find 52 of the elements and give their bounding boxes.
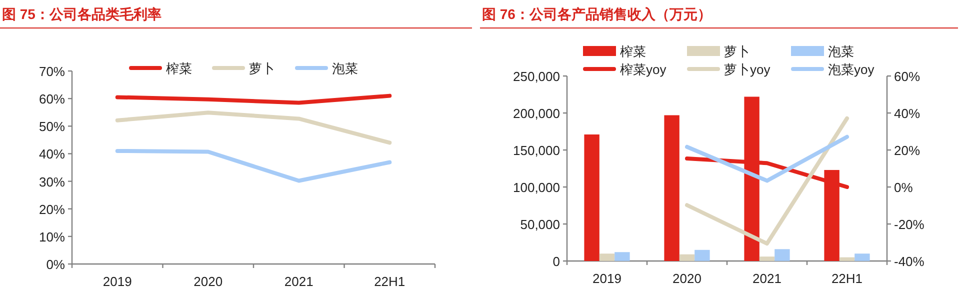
bar: [759, 256, 775, 261]
x-tick-label: 2021: [284, 274, 314, 289]
x-tick-label: 2019: [592, 271, 622, 286]
line-series: [115, 110, 392, 145]
bar: [584, 134, 600, 261]
y-tick-label: 60%: [38, 92, 66, 107]
y-tick-label: 40%: [38, 146, 66, 162]
legend-label: 泡菜yoy: [828, 62, 875, 77]
bar: [664, 115, 680, 261]
legend-label: 萝卜: [724, 44, 750, 59]
y-tick-label: 0%: [46, 257, 66, 272]
legend-label: 泡菜: [332, 61, 358, 76]
legend-label: 榨菜: [166, 61, 192, 76]
y2-tick-label: 20%: [894, 143, 920, 158]
line-series: [115, 94, 392, 105]
y-tick-label: 10%: [38, 229, 66, 244]
x-tick-label: 22H1: [374, 274, 406, 289]
y2-tick-label: -20%: [894, 217, 925, 232]
legend-label: 泡菜: [828, 44, 854, 59]
y-tick-label: 0: [552, 254, 560, 269]
legend-label: 榨菜yoy: [620, 62, 667, 77]
bar: [679, 254, 695, 261]
y-tick-label: 30%: [38, 174, 66, 190]
y-tick-label: 50,000: [520, 217, 560, 232]
y-tick-label: 70%: [38, 64, 66, 79]
y-tick-label: 250,000: [513, 69, 560, 84]
bar: [839, 257, 855, 261]
chart-title: 图 76：公司各产品销售收入（万元）: [482, 6, 712, 22]
y2-tick-label: 0%: [894, 180, 914, 195]
y-tick-label: 200,000: [513, 106, 560, 121]
y-tick-label: 150,000: [513, 143, 560, 158]
bar: [694, 250, 710, 261]
line-series: [115, 148, 392, 183]
y-tick-label: 20%: [38, 202, 66, 217]
y2-tick-label: 60%: [894, 69, 920, 84]
legend-label: 萝卜: [249, 61, 275, 76]
x-tick-label: 2019: [102, 274, 132, 289]
y2-tick-label: -40%: [894, 254, 925, 269]
y2-tick-label: 40%: [894, 106, 920, 121]
bar: [774, 249, 790, 261]
chart-title: 图 75：公司各品类毛利率: [2, 6, 162, 22]
y-tick-label: 100,000: [513, 180, 560, 195]
x-tick-label: 2020: [672, 271, 702, 286]
legend-label: 榨菜: [620, 44, 646, 59]
x-tick-label: 22H1: [831, 271, 863, 286]
x-tick-label: 2021: [752, 271, 782, 286]
bar: [599, 254, 615, 261]
bar: [854, 254, 870, 261]
x-tick-label: 2020: [194, 274, 223, 289]
bar: [614, 252, 630, 261]
y-tick-label: 50%: [38, 119, 66, 134]
legend-label: 萝卜yoy: [724, 62, 771, 77]
